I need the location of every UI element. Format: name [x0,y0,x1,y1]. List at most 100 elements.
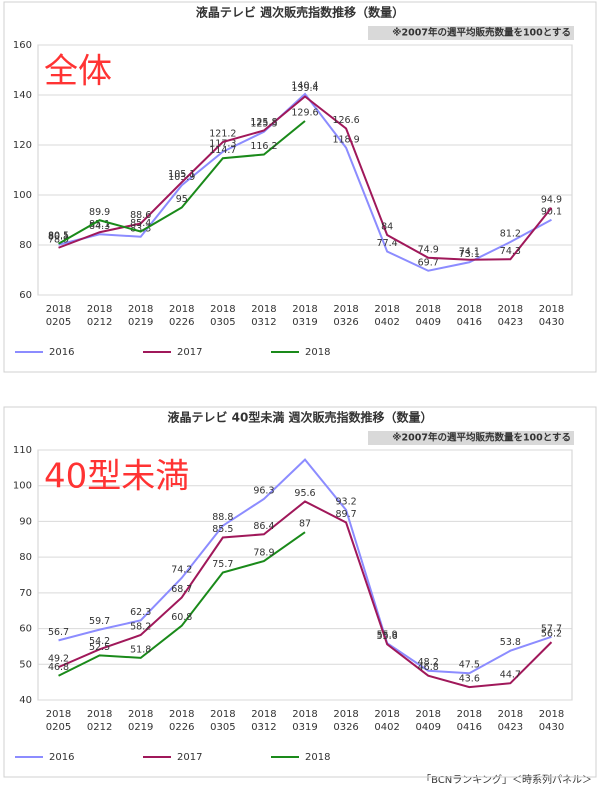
chart-frame [3,406,597,778]
y-tick-label: 80 [19,240,32,251]
x-tick-line: 0305 [210,722,235,733]
legend-label: 2017 [177,347,202,358]
x-tick-line: 2018 [498,304,523,315]
x-tick-line: 2018 [539,709,564,720]
x-tick-line: 2018 [498,709,523,720]
annotation: ※2007年の週平均販売数量を100とする [392,432,571,444]
x-tick-line: 0305 [210,317,235,328]
data-label: 89.9 [89,207,110,218]
data-label: 94.9 [541,194,562,205]
data-label: 51.8 [130,644,151,655]
x-tick-label: 2018 0326 [333,304,358,328]
data-label: 47.5 [459,660,480,671]
x-tick-line: 0423 [498,722,523,733]
x-tick-label: 2018 0430 [539,304,564,328]
x-tick-line: 2018 [457,709,482,720]
data-label: 103.9 [168,172,195,183]
x-tick-line: 2018 [292,709,317,720]
x-tick-label: 2018 0305 [210,709,235,733]
series-line [58,458,552,675]
x-tick-line: 0226 [169,722,194,733]
x-tick-line: 0430 [539,722,564,733]
x-tick-label: 2018 0212 [87,304,112,328]
x-tick-line: 2018 [416,304,441,315]
data-label: 60.8 [171,612,192,623]
x-tick-line: 2018 [128,709,153,720]
y-tick-label: 160 [13,40,32,51]
data-label: 44.7 [500,670,521,681]
x-tick-line: 0326 [333,317,358,328]
y-tick-label: 120 [13,140,32,151]
x-tick-label: 2018 0212 [87,709,112,733]
data-label: 80.5 [48,230,69,241]
chart-title: 液晶テレビ 40型未満 週次販売指数推移（数量） [167,410,432,425]
y-tick-label: 60 [19,290,32,301]
x-tick-line: 2018 [87,709,112,720]
legend-label: 2018 [305,347,330,358]
data-label: 74.2 [171,564,192,575]
data-label: 121.2 [209,129,236,140]
x-tick-line: 2018 [46,709,71,720]
data-label: 118.9 [332,134,359,145]
data-label: 96.3 [253,485,274,496]
y-tick-label: 110 [13,445,32,456]
data-label: 84.3 [89,221,110,232]
data-label: 85.4 [130,218,151,229]
data-label: 93.2 [335,497,356,508]
x-tick-line: 0416 [457,317,482,328]
x-tick-line: 0226 [169,317,194,328]
data-label: 86.4 [253,521,274,532]
x-tick-line: 2018 [169,709,194,720]
data-label: 78.9 [253,548,274,559]
x-tick-line: 0319 [292,317,317,328]
x-tick-label: 2018 0312 [251,304,276,328]
legend-label: 2016 [49,347,74,358]
x-tick-label: 2018 0416 [457,709,482,733]
x-tick-line: 2018 [87,304,112,315]
x-tick-line: 0409 [416,722,441,733]
data-label: 43.6 [459,674,480,685]
x-tick-label: 2018 0423 [498,304,523,328]
data-label: 57.7 [541,623,562,634]
x-tick-line: 0205 [46,722,71,733]
data-label: 83.3 [130,223,151,234]
data-label: 80.1 [48,231,69,242]
data-label: 85.5 [212,524,233,535]
data-label: 88.6 [130,210,151,221]
x-tick-line: 0402 [374,317,399,328]
x-tick-label: 2018 0205 [46,304,71,328]
big-label: 全体 [44,52,112,92]
x-tick-line: 2018 [374,709,399,720]
chart-title: 液晶テレビ 週次販売指数推移（数量） [196,5,404,20]
x-tick-line: 2018 [169,304,194,315]
data-label: 74.1 [459,246,480,257]
data-label: 125.8 [250,117,277,128]
x-tick-line: 2018 [539,304,564,315]
annotation-bg [368,431,574,445]
series-line [58,531,306,677]
x-tick-line: 2018 [374,304,399,315]
data-label: 139.4 [291,83,318,94]
series-line [58,500,553,689]
legend-label: 2016 [49,752,74,763]
x-tick-line: 0326 [333,722,358,733]
data-label: 129.6 [291,108,318,119]
y-tick-label: 140 [13,90,32,101]
data-label: 73.1 [459,249,480,260]
data-label: 88.8 [212,512,233,523]
x-tick-line: 0319 [292,722,317,733]
data-label: 84 [381,222,393,233]
series-line [58,95,553,261]
footer: 「BCNランキング」＜時系列パネル＞ [421,773,592,786]
y-tick-label: 80 [19,552,32,563]
series-line [58,92,552,272]
data-label: 58.2 [130,622,151,633]
x-tick-label: 2018 0226 [169,709,194,733]
legend-label: 2018 [305,752,330,763]
y-tick-label: 90 [19,516,32,527]
data-label: 81.2 [500,229,521,240]
data-label: 69.7 [418,257,439,268]
data-label: 105.1 [168,169,195,180]
x-tick-label: 2018 0416 [457,304,482,328]
